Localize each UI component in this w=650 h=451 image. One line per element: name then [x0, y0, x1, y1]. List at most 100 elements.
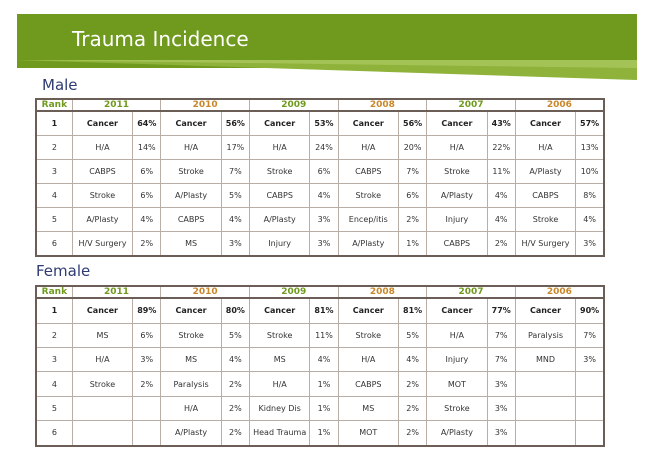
- percent-cell: 7%: [575, 322, 605, 349]
- condition-cell: Stroke: [160, 159, 222, 184]
- condition-cell: A/Plasty: [337, 230, 400, 257]
- title-banner: Trauma Incidence: [17, 14, 637, 68]
- percent-cell: 1%: [309, 419, 339, 447]
- condition-cell: H/A: [71, 347, 134, 373]
- percent-cell: [132, 419, 162, 447]
- condition-cell: Cancer: [337, 297, 400, 324]
- condition-cell: Cancer: [514, 110, 577, 137]
- year-header: 2010: [160, 98, 250, 112]
- rank-cell: 4: [35, 371, 73, 397]
- page-title: Trauma Incidence: [72, 27, 249, 51]
- rank-cell: 5: [35, 395, 73, 421]
- condition-cell: CABPS: [337, 371, 400, 397]
- percent-cell: 22%: [486, 135, 516, 161]
- year-header: 2010: [160, 285, 250, 299]
- percent-cell: [132, 395, 162, 421]
- condition-cell: Stroke: [514, 206, 577, 232]
- percent-cell: 1%: [397, 230, 428, 257]
- table-header-row: Rank 2011 2010 2009 2008 2007 2006: [35, 98, 605, 112]
- condition-cell: Cancer: [71, 110, 134, 137]
- female-section-label: Female: [36, 262, 91, 280]
- table-row: 4 Stroke 6% A/Plasty 5% CABPS 4% Stroke 6% A/Plas…: [35, 182, 605, 208]
- year-header: 2008: [337, 98, 428, 112]
- percent-cell: 3%: [486, 371, 516, 397]
- condition-cell: A/Plasty: [160, 182, 222, 208]
- condition-cell: Cancer: [71, 297, 134, 324]
- rank-header: Rank: [35, 285, 73, 299]
- condition-cell: A/Plasty: [160, 419, 222, 447]
- condition-cell: MOT: [337, 419, 400, 447]
- condition-cell: H/A: [160, 135, 222, 161]
- percent-cell: 7%: [220, 159, 250, 184]
- percent-cell: 81%: [309, 297, 339, 324]
- condition-cell: Stroke: [337, 322, 400, 349]
- percent-cell: 2%: [132, 371, 162, 397]
- condition-cell: H/V Surgery: [514, 230, 577, 257]
- percent-cell: 89%: [132, 297, 162, 324]
- percent-cell: 11%: [486, 159, 516, 184]
- percent-cell: 4%: [486, 182, 516, 208]
- condition-cell: Cancer: [248, 297, 311, 324]
- percent-cell: 2%: [220, 395, 250, 421]
- condition-cell: [71, 395, 134, 421]
- percent-cell: 77%: [486, 297, 516, 324]
- percent-cell: [575, 395, 605, 421]
- condition-cell: Cancer: [426, 297, 488, 324]
- rank-cell: 6: [35, 230, 73, 257]
- condition-cell: Stroke: [71, 371, 134, 397]
- rank-cell: 6: [35, 419, 73, 447]
- condition-cell: Kidney Dis: [248, 395, 311, 421]
- condition-cell: Stroke: [248, 322, 311, 349]
- percent-cell: 4%: [575, 206, 605, 232]
- percent-cell: 2%: [220, 419, 250, 447]
- percent-cell: 4%: [220, 206, 250, 232]
- female-incidence-table: Rank 2011 2010 2009 2008 2007 2006 1 Cancer 89% C…: [35, 285, 605, 447]
- condition-cell: MS: [337, 395, 400, 421]
- percent-cell: 3%: [486, 395, 516, 421]
- year-header: 2011: [71, 285, 162, 299]
- rank-cell: 5: [35, 206, 73, 232]
- condition-cell: CABPS: [514, 182, 577, 208]
- table-row: 1 Cancer 89% Cancer 80% Cancer 81% Cancer 81% Can…: [35, 297, 605, 324]
- condition-cell: A/Plasty: [426, 182, 488, 208]
- table-row: 3 CABPS 6% Stroke 7% Stroke 6% CABPS 7% Stroke 11%…: [35, 159, 605, 184]
- percent-cell: 14%: [132, 135, 162, 161]
- rank-cell: 3: [35, 159, 73, 184]
- table-row: 5 A/Plasty 4% CABPS 4% A/Plasty 3% Encep/itis 2%…: [35, 206, 605, 232]
- percent-cell: 4%: [309, 182, 339, 208]
- rank-cell: 3: [35, 347, 73, 373]
- percent-cell: 2%: [132, 230, 162, 257]
- condition-cell: Head Trauma: [248, 419, 311, 447]
- condition-cell: MS: [160, 230, 222, 257]
- condition-cell: [514, 419, 577, 447]
- banner-decoration: [17, 60, 637, 80]
- percent-cell: 7%: [486, 322, 516, 349]
- percent-cell: 81%: [397, 297, 428, 324]
- rank-cell: 2: [35, 135, 73, 161]
- percent-cell: 2%: [220, 371, 250, 397]
- year-header: 2008: [337, 285, 428, 299]
- percent-cell: 3%: [575, 230, 605, 257]
- year-header: 2006: [514, 285, 605, 299]
- condition-cell: MS: [248, 347, 311, 373]
- condition-cell: Stroke: [248, 159, 311, 184]
- percent-cell: 4%: [309, 347, 339, 373]
- condition-cell: H/A: [426, 135, 488, 161]
- table-row: 4 Stroke 2% Paralysis 2% H/A 1% CABPS 2% MOT 3%: [35, 371, 605, 397]
- condition-cell: CABPS: [426, 230, 488, 257]
- condition-cell: MND: [514, 347, 577, 373]
- condition-cell: H/A: [514, 135, 577, 161]
- rank-header: Rank: [35, 98, 73, 112]
- percent-cell: 4%: [132, 206, 162, 232]
- condition-cell: A/Plasty: [71, 206, 134, 232]
- rank-cell: 2: [35, 322, 73, 349]
- condition-cell: Cancer: [160, 110, 222, 137]
- year-header: 2011: [71, 98, 162, 112]
- percent-cell: 1%: [309, 395, 339, 421]
- percent-cell: 80%: [220, 297, 250, 324]
- percent-cell: 4%: [220, 347, 250, 373]
- condition-cell: Cancer: [248, 110, 311, 137]
- condition-cell: A/Plasty: [514, 159, 577, 184]
- table-row: 2 H/A 14% H/A 17% H/A 24% H/A 20% H/A 22% H/A 13%: [35, 135, 605, 161]
- condition-cell: H/A: [337, 135, 400, 161]
